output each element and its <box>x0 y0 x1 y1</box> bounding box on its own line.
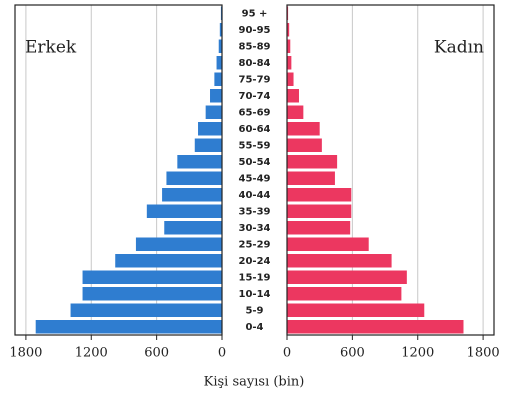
bar <box>287 138 322 152</box>
x-tick-label: 1800 <box>467 346 500 361</box>
bar <box>287 237 369 251</box>
age-label: 55-59 <box>239 140 271 151</box>
bar <box>287 287 402 301</box>
bar <box>70 303 222 317</box>
age-label: 80-84 <box>239 58 271 69</box>
age-label: 60-64 <box>239 124 271 135</box>
age-label: 65-69 <box>239 107 271 118</box>
bar <box>82 270 223 284</box>
age-label: 95 + <box>242 8 268 19</box>
x-tick-label: 0 <box>283 346 291 361</box>
age-label: 85-89 <box>239 41 271 52</box>
age-label: 40-44 <box>239 190 271 201</box>
bar <box>287 171 335 185</box>
bar <box>287 320 464 334</box>
x-tick-label: 1800 <box>9 346 42 361</box>
bar <box>216 56 222 70</box>
bar <box>287 221 351 235</box>
bar <box>164 221 222 235</box>
x-tick-label: 0 <box>218 346 226 361</box>
x-tick-label: 600 <box>340 346 365 361</box>
bar <box>287 23 290 37</box>
bar <box>287 39 291 53</box>
bar <box>205 105 222 119</box>
age-label: 0-4 <box>245 322 263 333</box>
bar <box>35 320 223 334</box>
age-label: 10-14 <box>239 289 271 300</box>
bar <box>287 89 299 103</box>
bar <box>287 270 407 284</box>
panel-frame <box>286 4 495 336</box>
age-label: 50-54 <box>239 157 271 168</box>
bar <box>146 204 222 218</box>
x-tick-label: 1200 <box>75 346 108 361</box>
x-axis-label: Kişi sayısı (bin) <box>204 375 305 390</box>
age-label: 35-39 <box>239 206 271 217</box>
x-tick-label: 600 <box>144 346 169 361</box>
bar <box>287 204 352 218</box>
age-label: 75-79 <box>239 74 271 85</box>
bar <box>210 89 222 103</box>
bar <box>177 155 222 169</box>
bar <box>287 72 294 86</box>
bar <box>287 254 392 268</box>
bar <box>218 39 222 53</box>
age-label: 15-19 <box>239 272 271 283</box>
bar <box>166 171 222 185</box>
bar <box>287 155 338 169</box>
legend-label: Erkek <box>25 38 77 58</box>
bar <box>287 188 352 202</box>
bar <box>198 122 222 136</box>
age-label: 45-49 <box>239 173 271 184</box>
age-label: 70-74 <box>239 91 271 102</box>
bar <box>287 303 425 317</box>
bar <box>287 105 304 119</box>
age-label: 90-95 <box>239 25 271 36</box>
bar <box>287 56 292 70</box>
bar <box>135 237 222 251</box>
bar <box>162 188 222 202</box>
age-label: 25-29 <box>239 239 271 250</box>
bar <box>287 122 320 136</box>
panel-frame <box>14 4 223 336</box>
bar <box>214 72 222 86</box>
bar <box>82 287 223 301</box>
bar <box>194 138 222 152</box>
age-label: 20-24 <box>239 256 271 267</box>
bar <box>115 254 222 268</box>
x-tick-label: 1200 <box>401 346 434 361</box>
legend-label: Kadın <box>434 38 484 58</box>
age-label: 5-9 <box>245 305 263 316</box>
age-label: 30-34 <box>239 223 271 234</box>
bar <box>219 23 222 37</box>
